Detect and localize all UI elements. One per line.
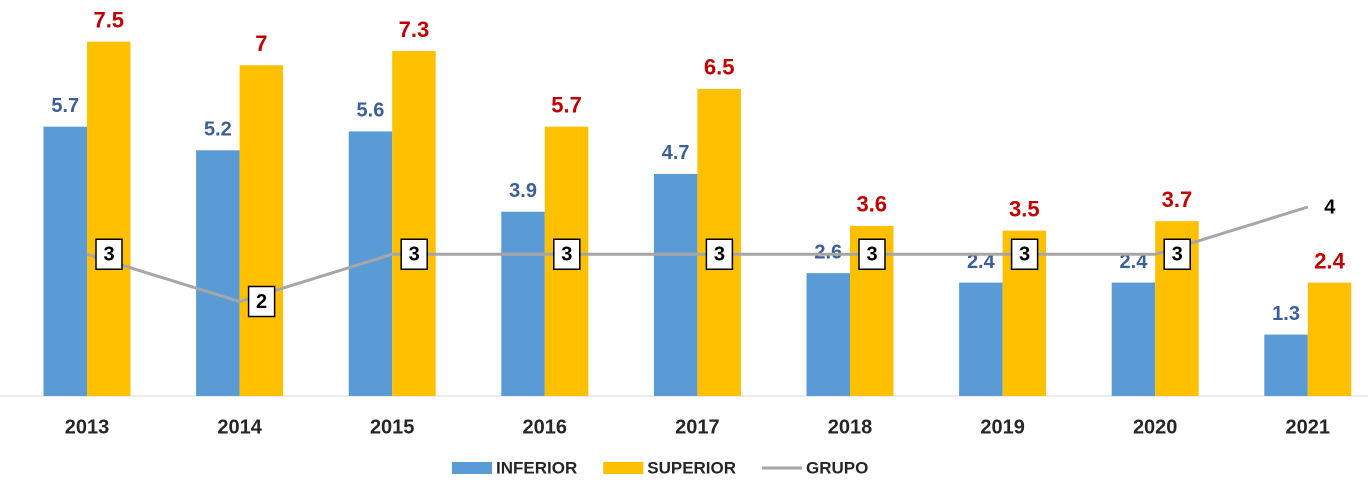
bar — [653, 173, 698, 396]
data-label-box — [705, 238, 734, 270]
x-tick-label: 2018 — [828, 416, 873, 438]
x-tick-label: 2016 — [523, 416, 568, 438]
data-label: 4.7 — [662, 142, 690, 164]
data-label-box — [858, 238, 886, 270]
bar — [348, 131, 393, 396]
x-tick-label: 2014 — [217, 416, 262, 438]
data-label: 2.4 — [1120, 251, 1149, 273]
bar — [43, 126, 87, 397]
data-label: 3 — [1172, 244, 1183, 266]
data-label: 3 — [561, 244, 572, 266]
data-label: 3 — [1019, 244, 1030, 266]
data-label: 7.3 — [399, 17, 430, 42]
data-label-box — [553, 238, 581, 270]
legend-swatch — [603, 462, 644, 474]
data-label: 3.6 — [856, 192, 887, 217]
data-label: 1.3 — [1272, 303, 1300, 325]
bar — [1264, 334, 1308, 396]
data-label: 3 — [103, 244, 114, 266]
bar — [392, 51, 436, 396]
x-tick-label: 2020 — [1133, 416, 1178, 438]
bar — [196, 150, 240, 396]
data-label: 5.7 — [51, 95, 79, 117]
bar — [959, 282, 1003, 396]
data-label: 6.5 — [704, 55, 735, 80]
data-label: 4 — [1324, 196, 1336, 218]
legend-label: GRUPO — [806, 458, 868, 477]
data-label: 7.5 — [93, 7, 124, 32]
data-label-box — [1163, 238, 1191, 270]
x-tick-label: 2013 — [65, 416, 110, 438]
data-label: 5.7 — [551, 92, 582, 117]
data-label-box — [95, 238, 123, 270]
legend-swatch — [452, 462, 492, 474]
legend-label: INFERIOR — [496, 458, 577, 477]
x-tick-label: 2021 — [1286, 416, 1331, 438]
data-label: 2.6 — [814, 241, 842, 263]
bar — [239, 65, 284, 396]
data-label: 7 — [255, 31, 267, 56]
bar — [1307, 282, 1352, 396]
bar — [501, 211, 545, 396]
x-tick-label: 2017 — [675, 416, 720, 438]
bar — [87, 41, 131, 396]
data-label-box — [400, 238, 428, 270]
data-label: 5.2 — [204, 119, 232, 141]
data-label: 2.4 — [967, 251, 996, 273]
bar — [806, 273, 850, 396]
data-label-box — [1010, 238, 1039, 270]
x-tick-label: 2015 — [370, 416, 415, 438]
data-label: 2.4 — [1314, 248, 1345, 273]
data-label: 3 — [866, 244, 877, 266]
line — [86, 205, 1309, 304]
data-label-box — [247, 285, 276, 318]
data-label: 5.6 — [357, 100, 385, 122]
data-label: 3 — [714, 244, 725, 266]
data-label: 3.5 — [1009, 196, 1040, 221]
data-label: 2 — [256, 291, 267, 313]
x-tick-label: 2019 — [980, 416, 1025, 438]
data-label: 3.7 — [1162, 187, 1193, 212]
data-label: 3 — [409, 244, 420, 266]
legend-label: SUPERIOR — [647, 458, 736, 477]
bar — [1111, 282, 1156, 396]
data-label: 3.9 — [509, 180, 537, 202]
